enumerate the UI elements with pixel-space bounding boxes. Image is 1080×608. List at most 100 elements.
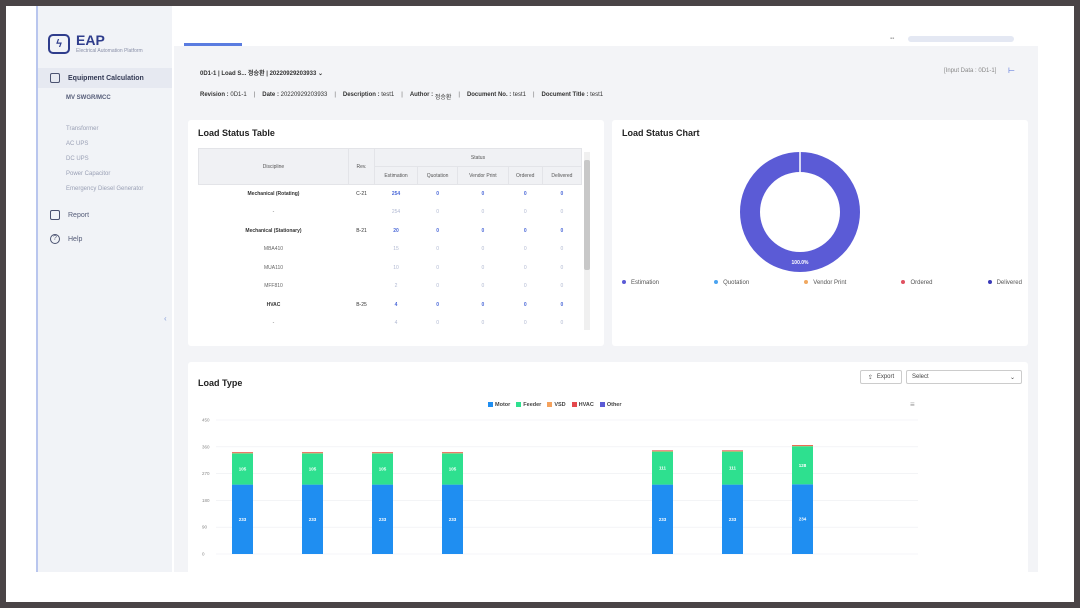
cell-status-value[interactable]: 0: [523, 246, 527, 253]
table-row[interactable]: MBA410 15 0 0 0 0: [199, 240, 582, 259]
bar-segment-vsd[interactable]: [792, 445, 813, 447]
col-rev[interactable]: Rev.: [348, 148, 375, 185]
bar-segment-motor[interactable]: [442, 484, 463, 554]
bar-legend-item-hvac[interactable]: HVAC: [571, 402, 594, 408]
bar-segment-feeder[interactable]: [442, 453, 463, 485]
sidebar-sub-dc-ups[interactable]: DC UPS: [66, 156, 89, 162]
table-row[interactable]: - 4 0 0 0 0: [199, 314, 582, 333]
bar-segment-feeder[interactable]: [792, 446, 813, 485]
cell-status-value[interactable]: 0: [436, 209, 439, 216]
cell-status-value[interactable]: 254: [391, 209, 401, 216]
bar-segment-hvac[interactable]: [442, 452, 463, 453]
bar-segment-vsd[interactable]: [442, 452, 463, 454]
col-status-vendor-print[interactable]: Vendor Print: [457, 166, 509, 185]
legend-item-vendor-print[interactable]: Vendor Print: [804, 280, 846, 286]
col-status-delivered[interactable]: Delivered: [541, 166, 583, 185]
cell-status-value[interactable]: 0: [560, 320, 564, 327]
table-row[interactable]: Mechanical (Rotating) C-21 254 0 0 0 0: [199, 185, 582, 204]
sidebar-item-report[interactable]: Report: [50, 210, 89, 220]
bar-segment-hvac[interactable]: [232, 452, 253, 453]
sidebar-sub-transformer[interactable]: Transformer: [66, 126, 99, 132]
col-status-ordered[interactable]: Ordered: [507, 166, 543, 185]
cell-status-value[interactable]: 4: [394, 301, 398, 308]
bar-legend-item-motor[interactable]: Motor: [488, 402, 510, 408]
bar-segment-feeder[interactable]: [302, 453, 323, 485]
cell-status-value[interactable]: 0: [481, 227, 485, 234]
top-search-bar[interactable]: [908, 36, 1014, 42]
cell-status-value[interactable]: 0: [560, 227, 564, 234]
cell-status-value[interactable]: 0: [560, 246, 564, 253]
cell-status-value[interactable]: 0: [523, 209, 527, 216]
cell-status-value[interactable]: 20: [393, 227, 399, 234]
cell-status-value[interactable]: 0: [481, 283, 485, 290]
bar-segment-vsd[interactable]: [722, 450, 743, 452]
bar-segment-vsd[interactable]: [652, 450, 673, 452]
cell-status-value[interactable]: 0: [523, 264, 527, 271]
user-icon[interactable]: ▪▪: [890, 36, 895, 42]
cell-status-value[interactable]: 0: [481, 320, 485, 327]
app-logo[interactable]: ϟ EAP Electrical Automation Platform: [48, 33, 143, 54]
bar-segment-feeder[interactable]: [232, 453, 253, 485]
bar-segment-hvac[interactable]: [302, 452, 323, 453]
scroll-thumb[interactable]: [584, 160, 590, 270]
collapse-sidebar-icon[interactable]: ‹: [164, 314, 167, 323]
cell-status-value[interactable]: 0: [481, 301, 485, 308]
cell-status-value[interactable]: 0: [560, 301, 564, 308]
sidebar-sub-emergency-diesel-generator[interactable]: Emergency Diesel Generator: [66, 186, 144, 192]
bar-legend-item-vsd[interactable]: VSD: [547, 402, 566, 408]
cell-status-value[interactable]: 0: [436, 246, 439, 253]
sidebar-sub-ac-ups[interactable]: AC UPS: [66, 141, 89, 147]
bar-segment-feeder[interactable]: [372, 453, 393, 485]
bar-segment-feeder[interactable]: [722, 451, 743, 485]
bar-segment-motor[interactable]: [792, 484, 813, 554]
cell-status-value[interactable]: 0: [436, 191, 439, 197]
cell-status-value[interactable]: 0: [481, 209, 485, 216]
cell-status-value[interactable]: 0: [560, 283, 564, 290]
bar-segment-hvac[interactable]: [372, 452, 393, 453]
table-row[interactable]: HVAC B-25 4 0 0 0 0: [199, 296, 582, 315]
table-row[interactable]: - 254 0 0 0 0: [199, 203, 582, 222]
cell-status-value[interactable]: 254: [391, 191, 401, 197]
bar-legend-item-feeder[interactable]: Feeder: [516, 402, 541, 408]
bar-segment-vsd[interactable]: [372, 452, 393, 454]
cell-status-value[interactable]: 0: [523, 283, 527, 290]
col-status-quotation[interactable]: Quotation: [417, 166, 459, 185]
bar-segment-motor[interactable]: [232, 484, 253, 554]
cell-status-value[interactable]: 0: [481, 246, 485, 253]
sidebar-item-help[interactable]: ? Help: [50, 234, 82, 244]
cell-status-value[interactable]: 0: [481, 191, 485, 197]
cell-status-value[interactable]: 0: [436, 227, 439, 234]
donut-ring-estimation[interactable]: [740, 152, 860, 272]
cell-status-value[interactable]: 0: [481, 264, 485, 271]
bar-segment-vsd[interactable]: [302, 452, 323, 454]
bar-segment-vsd[interactable]: [232, 452, 253, 454]
table-row[interactable]: MUA110 10 0 0 0 0: [199, 259, 582, 278]
bar-segment-motor[interactable]: [372, 484, 393, 554]
col-status-estimation[interactable]: Estimation: [373, 166, 419, 185]
cell-status-value[interactable]: 0: [560, 191, 564, 197]
col-discipline[interactable]: Discipline: [198, 148, 349, 185]
bar-segment-motor[interactable]: [722, 484, 743, 554]
cell-status-value[interactable]: 0: [436, 301, 439, 308]
legend-item-delivered[interactable]: Delivered: [987, 280, 1022, 286]
cell-status-value[interactable]: 0: [560, 264, 564, 271]
cell-status-value[interactable]: 4: [394, 320, 398, 327]
cell-status-value[interactable]: 0: [436, 283, 439, 290]
bar-segment-hvac[interactable]: [792, 445, 813, 446]
cell-status-value[interactable]: 15: [393, 246, 399, 253]
bar-segment-motor[interactable]: [652, 484, 673, 554]
bar-segment-hvac[interactable]: [722, 450, 743, 451]
sidebar-sub-mv-swgr[interactable]: MV SWGR/MCC: [66, 95, 111, 101]
cell-status-value[interactable]: 0: [523, 227, 527, 234]
cell-status-value[interactable]: 0: [523, 320, 527, 327]
sidebar-item-equipment-calculation[interactable]: Equipment Calculation: [38, 68, 172, 88]
legend-item-estimation[interactable]: Estimation: [622, 280, 659, 286]
cell-status-value[interactable]: 2: [394, 283, 398, 290]
cell-status-value[interactable]: 0: [436, 264, 439, 271]
breadcrumb[interactable]: 0D1-1 | Load S... 정승환 | 20220929203933 ⌄: [200, 71, 324, 77]
load-type-select[interactable]: Select ⌄: [906, 370, 1022, 384]
cell-status-value[interactable]: 10: [393, 264, 399, 271]
cell-status-value[interactable]: 0: [560, 209, 564, 216]
cell-status-value[interactable]: 0: [523, 191, 527, 197]
legend-item-quotation[interactable]: Quotation: [714, 280, 749, 286]
